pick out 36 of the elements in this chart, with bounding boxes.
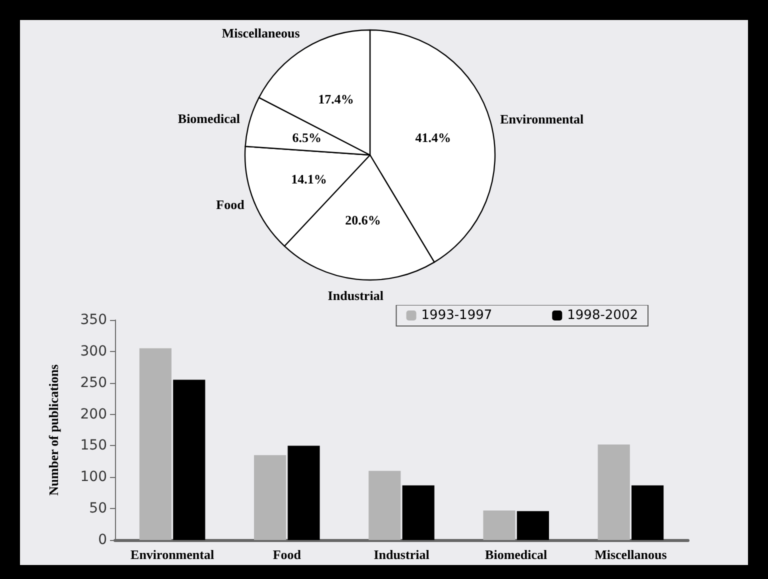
x-tick-label: Industrial	[374, 547, 430, 562]
bar	[139, 348, 172, 540]
bar	[483, 510, 516, 540]
data-label: 6.5%	[292, 130, 322, 145]
bar	[288, 446, 320, 540]
y-tick-label: 200	[80, 406, 107, 422]
bar	[516, 511, 549, 540]
data-label: 14.1%	[291, 171, 327, 186]
data-label: 41.4%	[415, 130, 451, 146]
y-tick-label: 350	[80, 312, 107, 328]
legend-label: 1998-2002	[567, 308, 638, 323]
slice-label: Miscellaneous	[222, 26, 300, 41]
slice-label: Biomedical	[178, 111, 240, 126]
x-tick-label: Food	[272, 547, 302, 562]
bar	[368, 470, 401, 540]
y-tick-label: 0	[98, 532, 107, 548]
y-tick-label: 50	[89, 500, 107, 517]
bar	[173, 380, 206, 540]
bar	[254, 455, 286, 540]
bar	[598, 444, 630, 540]
y-tick-label: 300	[80, 343, 107, 360]
y-tick-label: 100	[80, 469, 107, 486]
bar	[632, 485, 664, 540]
slice-label: Food	[216, 196, 246, 212]
x-tick-label: Miscellanous	[594, 547, 667, 562]
data-label: 20.6%	[345, 212, 381, 228]
bar	[402, 485, 434, 540]
slice-label: Industrial	[328, 288, 384, 304]
slice-label: Environmental	[500, 111, 584, 126]
x-tick-label: Biomedical	[485, 547, 548, 562]
legend-label: 1993-1997	[421, 308, 492, 323]
x-tick-label: Environmental	[130, 547, 214, 562]
y-axis-title: Number of publications	[46, 364, 61, 496]
y-tick-label: 250	[80, 374, 107, 391]
y-tick-label: 150	[80, 438, 107, 454]
data-label: 17.4%	[318, 92, 354, 107]
